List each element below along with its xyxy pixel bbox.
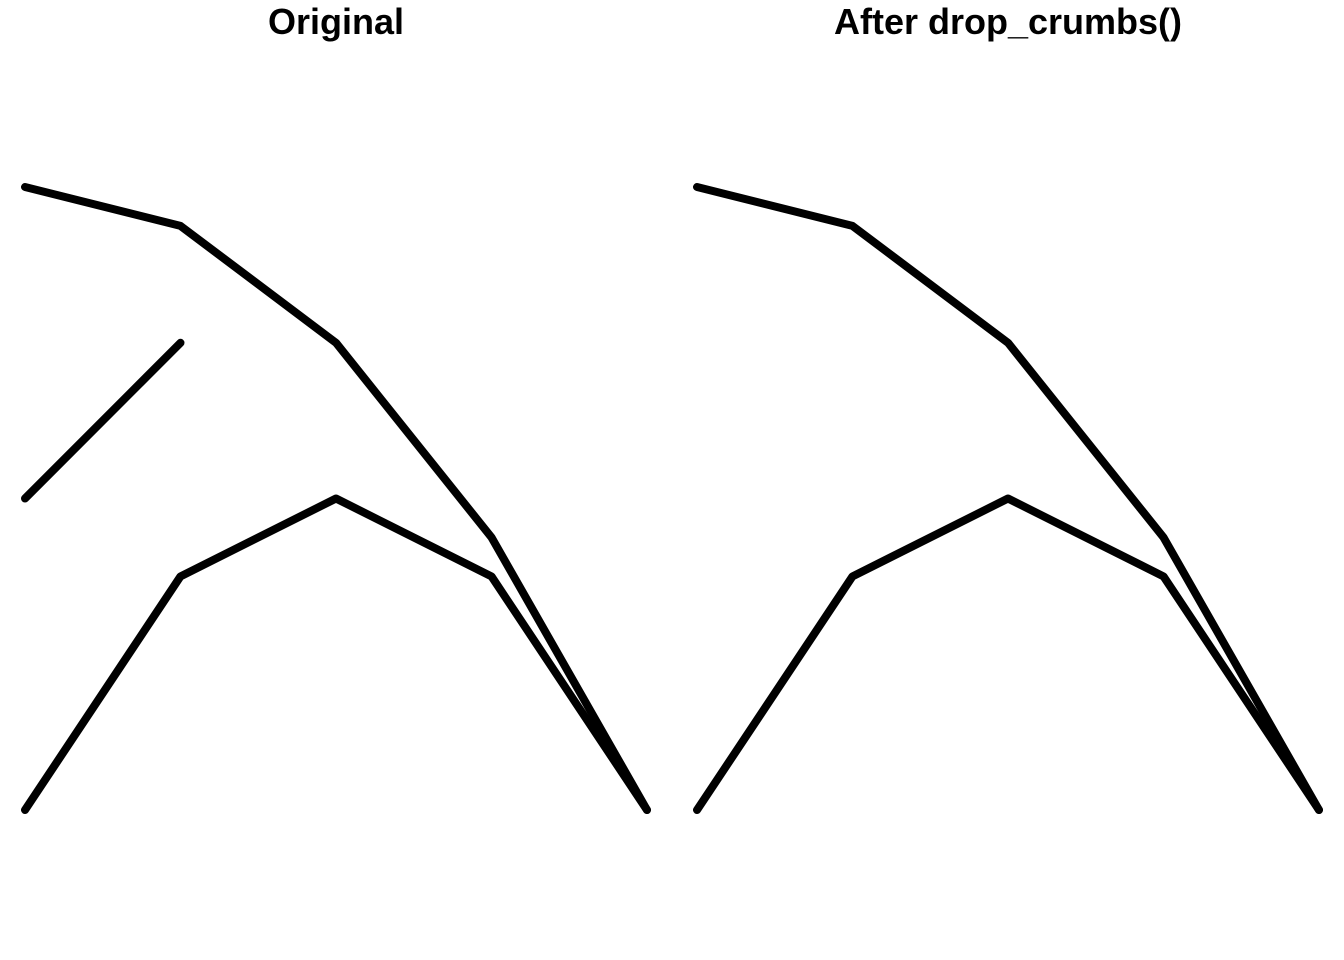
panel-after-drop-crumbs: After drop_crumbs() [672, 0, 1344, 960]
series-line-1 [693, 183, 1323, 814]
panel-title-after-drop-crumbs: After drop_crumbs() [833, 1, 1183, 42]
plot-after-drop-crumbs [693, 183, 1323, 814]
panel-original: Original [21, 1, 651, 814]
plot-original [21, 183, 651, 814]
series-line-2 [21, 494, 651, 814]
panel-title-original: Original [267, 1, 405, 42]
series-line-3 [21, 338, 185, 503]
series-line-1 [21, 183, 651, 814]
series-line-2 [693, 494, 1323, 814]
